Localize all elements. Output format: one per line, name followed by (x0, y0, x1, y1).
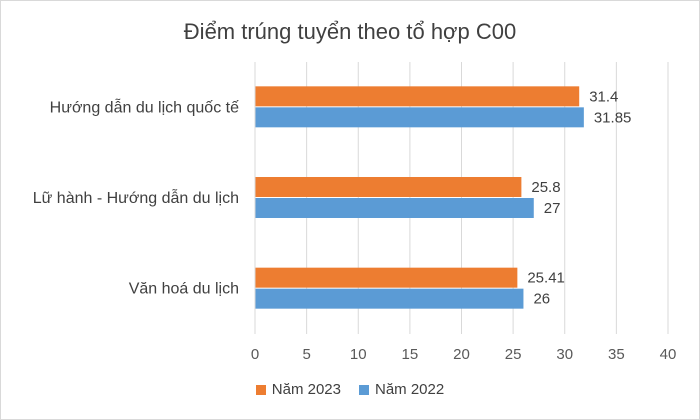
chart-legend: Năm 2023 Năm 2022 (1, 381, 699, 398)
data-label: 31.85 (594, 109, 632, 126)
category-label: Lữ hành - Hướng dẫn du lịch (33, 188, 239, 207)
x-tick-label: 5 (302, 346, 310, 363)
bar-nam-2023 (255, 177, 522, 197)
category-label: Hướng dẫn du lịch quốc tế (50, 97, 239, 116)
bar-nam-2022 (255, 198, 534, 218)
chart-title: Điểm trúng tuyển theo tổ hợp C00 (183, 19, 517, 44)
category-label: Văn hoá du lịch (129, 281, 239, 298)
bar-nam-2023 (255, 267, 518, 288)
x-tick-label: 15 (402, 346, 419, 363)
legend-swatch (255, 384, 266, 395)
data-label: 27 (544, 200, 561, 217)
x-tick-label: 30 (556, 346, 573, 363)
data-label: 26 (533, 291, 550, 308)
bar-nam-2023 (255, 86, 580, 107)
legend-item: Năm 2022 (359, 381, 444, 398)
x-tick-label: 20 (453, 346, 470, 363)
bar-nam-2022 (255, 107, 584, 128)
data-label: 25.41 (527, 270, 565, 287)
legend-item: Năm 2023 (255, 381, 341, 398)
data-label: 25.8 (531, 179, 560, 196)
legend-label: Năm 2023 (271, 381, 341, 398)
x-tick-label: 25 (505, 346, 522, 363)
x-tick-label: 0 (251, 346, 259, 363)
x-tick-label: 10 (350, 346, 367, 363)
bar-nam-2022 (255, 288, 524, 309)
data-label: 31.4 (589, 88, 618, 105)
legend-swatch (359, 384, 369, 395)
x-tick-label: 35 (608, 346, 625, 363)
legend-label: Năm 2022 (375, 381, 445, 398)
x-tick-label: 40 (660, 346, 677, 363)
